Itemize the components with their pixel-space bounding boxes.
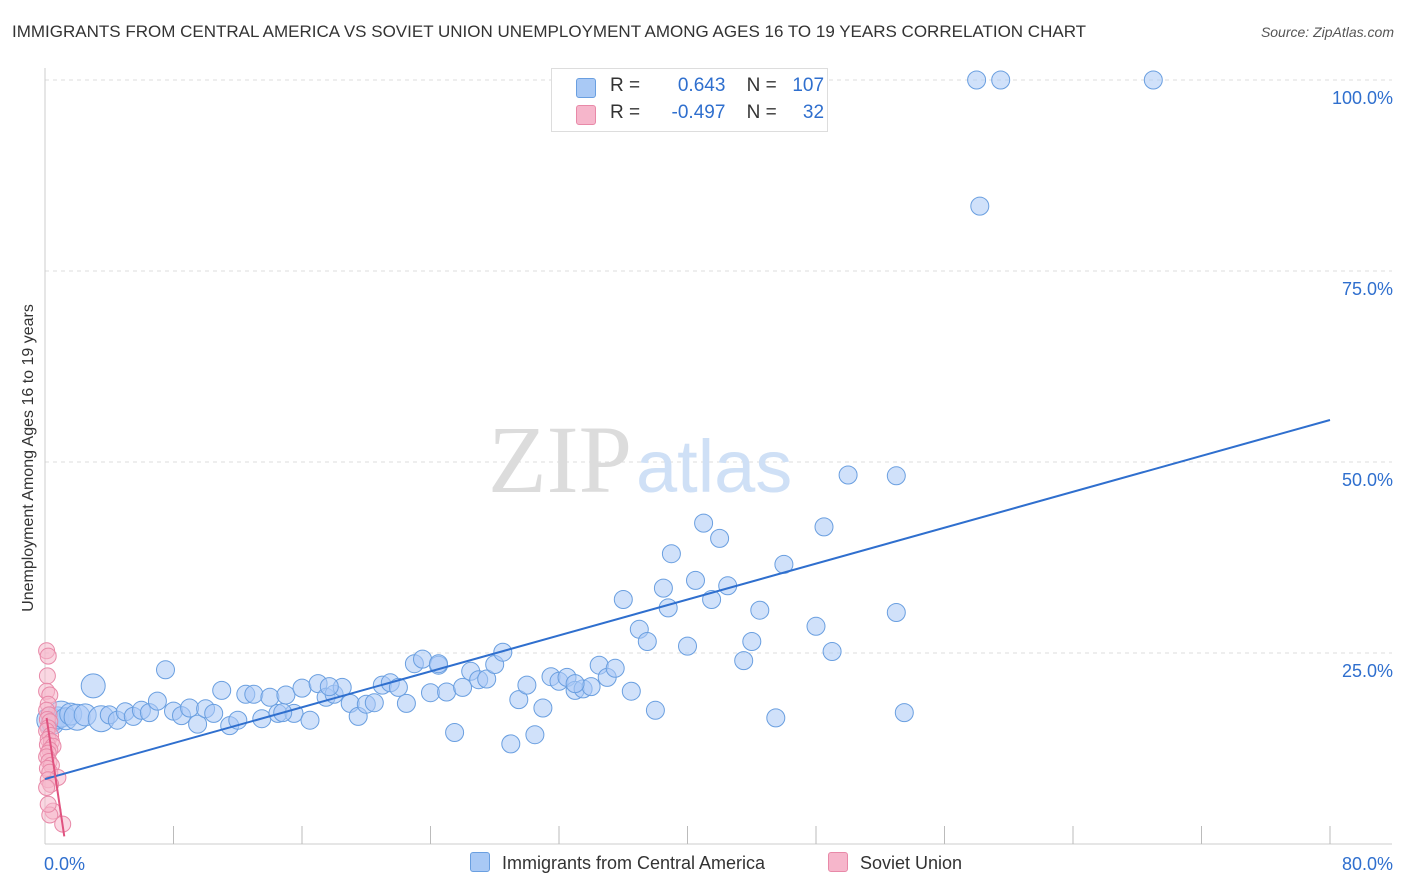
data-point — [967, 70, 987, 90]
data-point — [437, 682, 457, 702]
data-point — [517, 675, 537, 695]
data-point — [388, 677, 408, 697]
trend-lines — [44, 419, 1331, 837]
data-point — [509, 690, 529, 710]
source-label: Source: ZipAtlas.com — [1260, 24, 1394, 40]
data-point — [501, 734, 521, 754]
data-point — [806, 616, 826, 636]
data-point — [364, 693, 384, 713]
data-point — [413, 649, 432, 669]
data-point — [742, 632, 762, 651]
data-point — [300, 710, 320, 730]
data-point — [637, 632, 657, 651]
data-point — [613, 590, 633, 609]
y-tick-label: 50.0% — [1342, 470, 1393, 490]
legend-n-value: 107 — [792, 75, 825, 96]
data-point — [678, 636, 697, 656]
legend-r-value: -0.497 — [671, 102, 726, 123]
x-tick-label-max: 80.0% — [1342, 854, 1393, 874]
data-point — [886, 466, 906, 486]
data-point — [38, 779, 56, 796]
data-point — [686, 570, 705, 590]
watermark: ZIP atlas — [488, 406, 792, 513]
data-point — [605, 658, 625, 678]
trend-line-central-america — [44, 419, 1331, 781]
data-point — [445, 723, 465, 742]
bottom-legend-central-america: Immigrants from Central America — [470, 852, 765, 874]
data-point — [39, 647, 57, 665]
correlation-legend: R = 0.643 N = 107 R = -0.497 N = 32 — [551, 68, 828, 132]
trend-line-soviet-union — [45, 717, 66, 837]
data-point — [477, 669, 497, 689]
data-point — [991, 70, 1011, 90]
watermark-atlas: atlas — [636, 425, 792, 508]
data-point — [292, 678, 312, 698]
data-point — [533, 698, 553, 718]
data-point — [453, 677, 473, 697]
data-point — [694, 513, 714, 533]
chart-title: IMMIGRANTS FROM CENTRAL AMERICA VS SOVIE… — [12, 22, 1087, 41]
legend-n-value: 32 — [802, 102, 825, 123]
bottom-legend-soviet-union: Soviet Union — [828, 852, 962, 874]
y-tick-label: 25.0% — [1342, 661, 1393, 681]
legend-n-label: N = — [746, 75, 777, 96]
data-point — [396, 693, 416, 713]
y-axis-label: Unemployment Among Ages 16 to 19 years — [20, 304, 37, 612]
data-point — [244, 684, 264, 704]
y-tick-label: 75.0% — [1342, 279, 1393, 299]
bottom-legend-swatch-blue — [470, 852, 490, 872]
legend-n-label: N = — [746, 102, 777, 123]
data-point — [814, 517, 834, 537]
data-point — [970, 196, 990, 216]
data-point — [156, 660, 175, 680]
x-tick-label-min: 0.0% — [44, 854, 85, 874]
data-point — [276, 685, 296, 705]
data-point — [645, 700, 665, 720]
data-point — [39, 795, 57, 813]
data-point — [260, 687, 280, 707]
data-point — [653, 578, 673, 598]
data-point — [38, 667, 56, 685]
legend-r-value: 0.643 — [677, 75, 726, 96]
watermark-zip: ZIP — [488, 406, 632, 513]
data-point — [493, 642, 513, 662]
grid-lines — [45, 79, 1392, 654]
bottom-legend-swatch-pink — [828, 852, 848, 872]
data-point — [147, 691, 167, 711]
data-point — [1143, 70, 1163, 90]
data-point — [621, 681, 641, 701]
data-point — [319, 677, 339, 697]
data-point — [766, 708, 786, 728]
legend-swatch-pink — [576, 105, 596, 125]
data-point — [734, 651, 754, 671]
data-point — [661, 544, 681, 564]
data-point — [838, 465, 858, 485]
data-point — [886, 603, 906, 622]
data-point — [180, 698, 200, 718]
data-point — [525, 725, 545, 745]
data-point — [822, 642, 842, 661]
data-point — [750, 600, 770, 620]
data-point — [565, 674, 585, 694]
bottom-legend-label: Soviet Union — [860, 853, 963, 873]
bottom-legend-label: Immigrants from Central America — [502, 853, 766, 873]
data-point — [204, 703, 224, 723]
data-point — [658, 598, 678, 618]
data-point — [188, 714, 208, 734]
legend-r-label: R = — [610, 102, 641, 123]
data-point — [421, 683, 440, 703]
tick-labels: 25.0% 50.0% 75.0% 100.0% 0.0% 80.0% — [44, 88, 1393, 874]
data-point — [581, 677, 601, 697]
legend-r-label: R = — [610, 75, 641, 96]
series-soviet-union — [38, 642, 72, 833]
legend-swatch-blue — [576, 78, 596, 98]
data-point — [894, 703, 914, 723]
y-tick-label: 100.0% — [1332, 88, 1393, 108]
data-point — [212, 680, 232, 700]
data-point — [80, 673, 106, 699]
data-point — [710, 528, 730, 548]
